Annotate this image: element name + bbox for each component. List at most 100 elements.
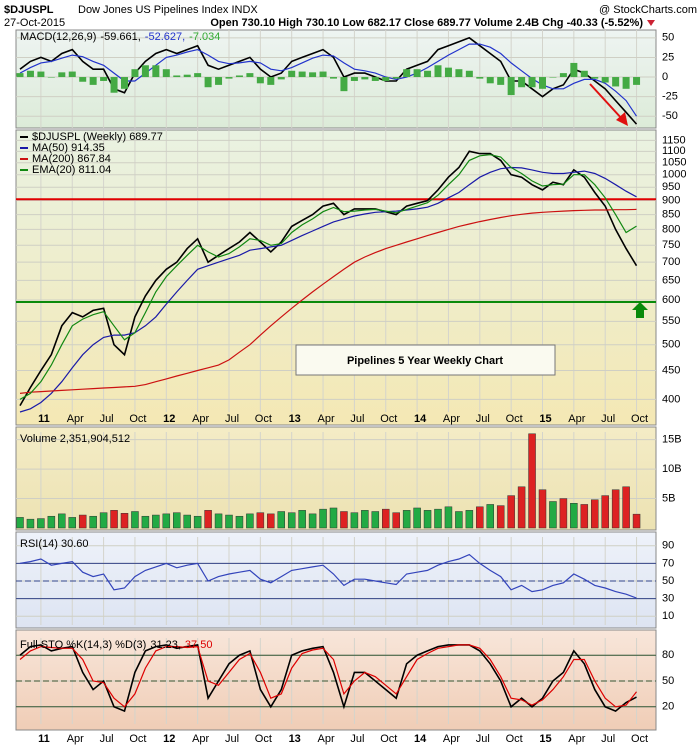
histogram-bar — [58, 72, 66, 78]
y-tick-label: 1000 — [662, 169, 686, 181]
volume-bar — [110, 510, 118, 529]
x-tick-label: Jul — [100, 413, 114, 425]
legend-part: -59.661, — [100, 31, 140, 43]
price-panel — [15, 129, 657, 426]
x-tick-label: 12 — [163, 733, 175, 745]
series-line — [19, 36, 638, 125]
legend-part: Volume 2,351,904,512 — [20, 433, 130, 445]
volume-bar — [37, 518, 45, 529]
histogram-bar — [476, 77, 484, 79]
volume-bar — [277, 511, 285, 529]
volume-bar — [549, 501, 557, 529]
histogram-bar — [37, 71, 45, 78]
volume-bar — [298, 510, 306, 529]
legend-part: Full STO %K(14,3) %D(3) — [20, 639, 146, 651]
x-tick-label: Oct — [129, 413, 146, 425]
y-tick-label: 1100 — [662, 145, 686, 157]
histogram-bar — [183, 74, 191, 78]
volume-bar — [183, 514, 191, 529]
volume-bar — [204, 510, 212, 529]
x-tick-label: 11 — [38, 413, 50, 425]
y-tick-label: 650 — [662, 274, 680, 286]
histogram-bar — [26, 70, 34, 78]
y-tick-label: 25 — [662, 51, 674, 63]
volume-bar — [517, 486, 526, 529]
x-tick-label: Jul — [100, 733, 114, 745]
x-tick-label: Apr — [192, 733, 209, 745]
histogram-bar — [162, 69, 170, 78]
x-tick-label: Oct — [380, 733, 397, 745]
histogram-bar — [486, 77, 494, 84]
volume-bar — [486, 504, 494, 529]
x-tick-label: 13 — [289, 733, 301, 745]
y-tick-label: 1050 — [662, 157, 686, 169]
x-tick-label: Jul — [476, 733, 490, 745]
volume-bar — [26, 518, 35, 529]
y-tick-label: 950 — [662, 181, 680, 193]
volume-bar — [152, 514, 160, 529]
x-tick-label: Apr — [443, 733, 460, 745]
volume-bar — [47, 515, 56, 529]
y-tick-label: 500 — [662, 339, 680, 351]
series-line — [19, 644, 637, 708]
y-tick-label: 900 — [662, 194, 680, 206]
volume-bar — [601, 495, 609, 529]
x-tick-label: 11 — [38, 733, 50, 745]
series-line — [19, 208, 637, 394]
y-tick-label: 550 — [662, 315, 680, 327]
histogram-bar — [319, 71, 327, 78]
x-tick-label: Jul — [476, 413, 490, 425]
legend-entry: $DJUSPL (Weekly) 689.77 — [32, 131, 163, 143]
annotation-box — [295, 344, 556, 376]
series-line — [19, 166, 637, 413]
histogram-bar — [539, 77, 546, 89]
histogram-bar — [267, 77, 275, 85]
volume-bar — [173, 512, 181, 529]
histogram-bar — [141, 65, 149, 78]
x-tick-label: Oct — [255, 733, 272, 745]
histogram-bar — [528, 77, 536, 88]
x-tick-label: Apr — [192, 413, 209, 425]
volume-bar — [193, 515, 202, 529]
panel-legend: Volume 2,351,904,512 — [20, 433, 130, 445]
y-tick-label: 50 — [662, 32, 674, 44]
y-tick-label: 90 — [662, 540, 674, 552]
histogram-bar — [612, 77, 620, 87]
histogram-bar — [47, 77, 55, 78]
histogram-bar — [549, 77, 557, 78]
y-tick-label: 10 — [662, 610, 674, 622]
y-tick-label: 0 — [662, 71, 668, 83]
volume-bar — [632, 513, 641, 529]
volume-bar — [528, 433, 536, 529]
x-tick-label: 14 — [414, 733, 427, 745]
histogram-bar — [16, 73, 24, 78]
volume-bar — [319, 508, 327, 529]
volume-bar — [392, 512, 400, 529]
histogram-bar — [350, 77, 358, 81]
histogram-bar — [330, 77, 337, 79]
volume-bar — [591, 499, 599, 529]
volume-bar — [78, 514, 87, 529]
volume-bar — [434, 508, 442, 529]
series-line — [19, 553, 637, 599]
y-tick-label: 10B — [662, 463, 682, 475]
histogram-bar — [340, 77, 348, 92]
histogram-bar — [204, 77, 212, 88]
y-tick-label: 850 — [662, 208, 680, 220]
y-tick-label: 700 — [662, 256, 680, 268]
histogram-bar — [507, 77, 515, 96]
histogram-bar — [465, 70, 473, 78]
histogram-bar — [444, 67, 452, 78]
y-tick-label: 70 — [662, 557, 674, 569]
histogram-bar — [309, 72, 317, 78]
volume-bar — [538, 489, 547, 529]
x-tick-label: Oct — [506, 733, 523, 745]
y-tick-label: 1150 — [662, 134, 686, 146]
histogram-bar — [392, 77, 400, 79]
volume-bar — [308, 513, 317, 529]
y-tick-label: 600 — [662, 294, 680, 306]
series-line — [19, 643, 637, 713]
histogram-bar — [403, 69, 411, 78]
volume-bar — [214, 513, 223, 529]
